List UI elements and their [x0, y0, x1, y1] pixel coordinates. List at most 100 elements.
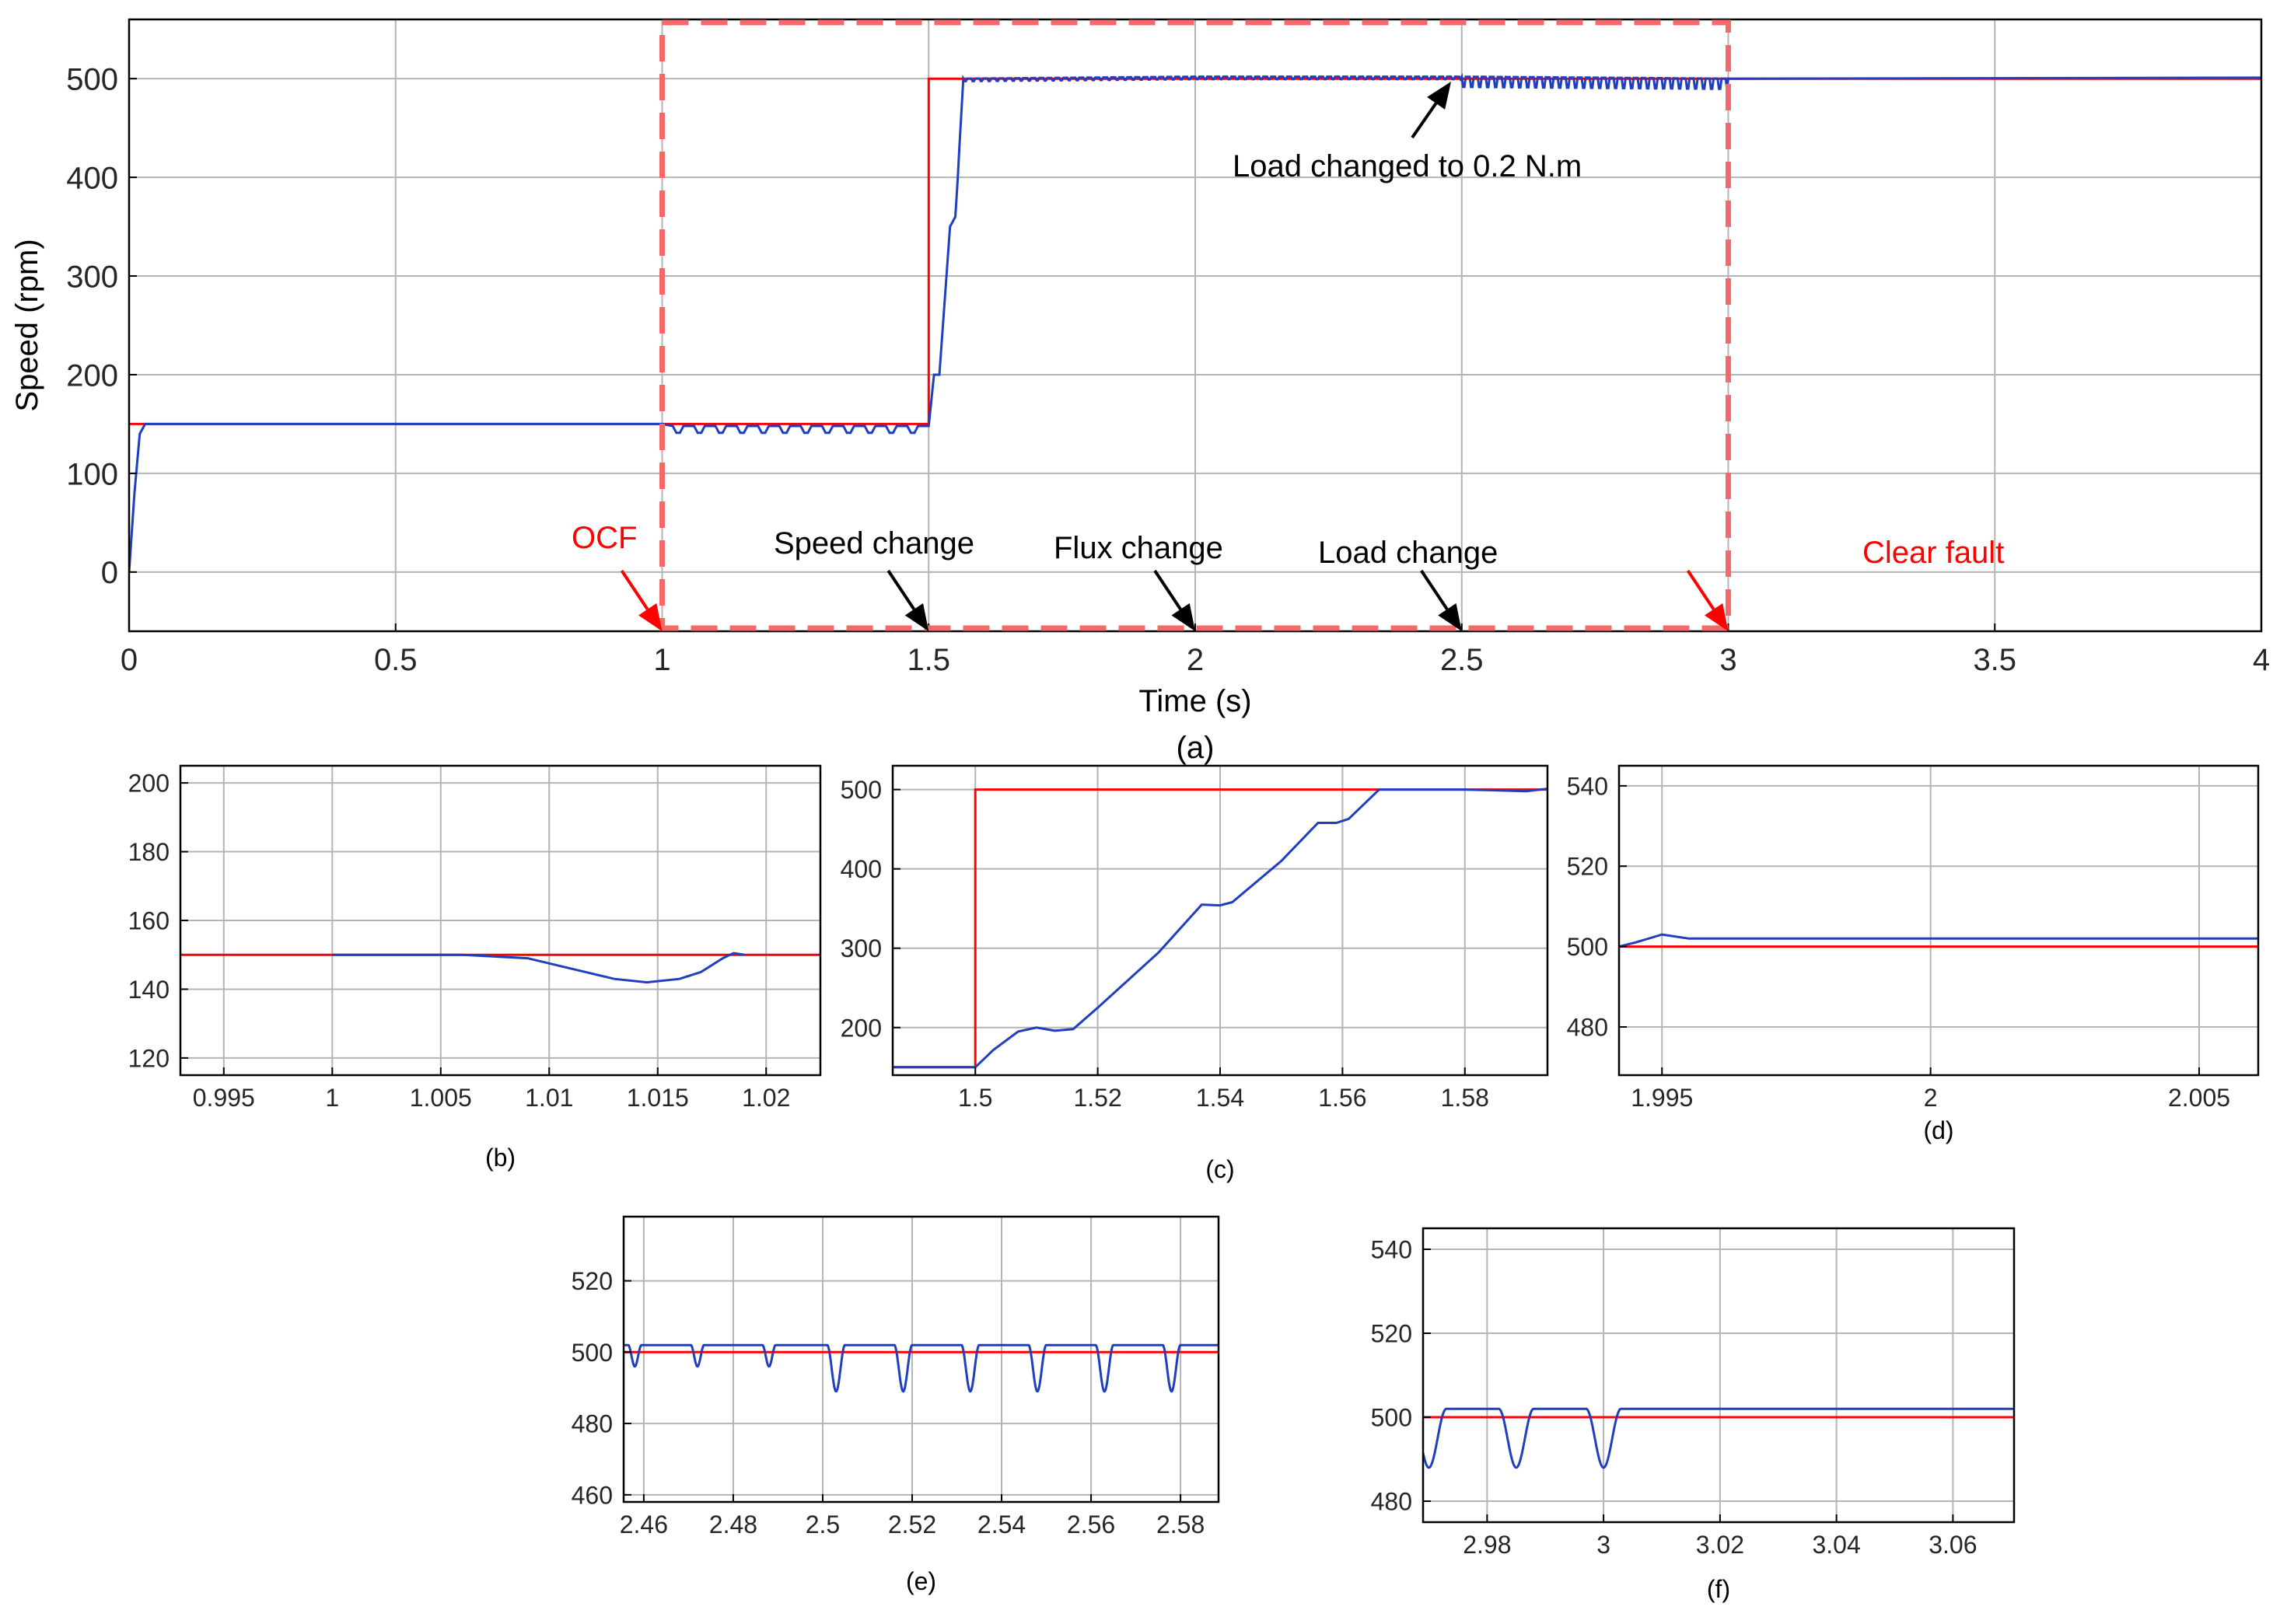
y-tick-label: 120	[128, 1044, 170, 1072]
annotation-speed-change-arrow-head	[904, 602, 929, 631]
y-tick-label: 0	[101, 556, 118, 590]
x-tick-label: 2	[1924, 1084, 1938, 1112]
x-tick-label: 1.005	[410, 1084, 472, 1112]
measured-line	[129, 72, 2261, 572]
y-tick-label: 200	[66, 358, 118, 393]
x-tick-label: 2.98	[1463, 1531, 1511, 1559]
annotation-speed-change-arrow-shaft	[886, 569, 916, 610]
y-tick-label: 400	[66, 161, 118, 195]
chart-b: 0.995 1 1.005 1.01 1.015 1.02 120 140 160 180 200 (…	[128, 764, 822, 1172]
x-tick-label: 2	[1187, 643, 1204, 677]
y-tick-label: 480	[1567, 1013, 1608, 1041]
chart-d: 1.995 2 2.005 480 500 520 540 (d)	[1567, 764, 2260, 1144]
annotation-flux-change-label: Flux change	[1054, 531, 1223, 565]
annotation-flux-change-arrow-head	[1171, 602, 1195, 631]
annotation-flux-change-arrow-shaft	[1153, 569, 1182, 610]
y-tick-label: 400	[841, 855, 882, 883]
axes-box	[622, 1215, 1220, 1504]
y-tick-label: 480	[572, 1410, 613, 1438]
panel-caption: (f)	[1707, 1575, 1730, 1603]
y-tick-label: 160	[128, 907, 170, 935]
panel-caption: (d)	[1923, 1116, 1953, 1144]
x-tick-label: 1.54	[1196, 1084, 1244, 1112]
y-tick-label: 500	[66, 63, 118, 97]
chart-c: 1.5 1.52 1.54 1.56 1.58 200 300 400 500 (c)	[841, 764, 1549, 1183]
x-tick-label: 3	[1596, 1531, 1610, 1559]
annotation-ocf: OCF	[572, 521, 663, 631]
axes-box	[1617, 764, 2260, 1077]
y-tick-label: 300	[66, 260, 118, 294]
x-tick-label: 2.5	[1440, 643, 1484, 677]
y-tick-label: 500	[1567, 933, 1608, 961]
annotation-load-change-label: Load change	[1318, 536, 1498, 570]
x-tick-label: 2.5	[806, 1510, 840, 1538]
annotation-clear-fault: Clear fault	[1686, 536, 2004, 631]
y-tick-label: 480	[1371, 1488, 1412, 1516]
x-tick-label: 3.02	[1696, 1531, 1744, 1559]
x-tick-label: 1.02	[742, 1084, 790, 1112]
x-tick-label: 1	[325, 1084, 339, 1112]
annotation-clear-fault-label: Clear fault	[1862, 536, 2004, 570]
x-tick-label: 0.995	[193, 1084, 255, 1112]
measured-line	[332, 952, 745, 984]
annotation-speed-change-label: Speed change	[774, 526, 974, 561]
y-tick-label: 520	[572, 1267, 613, 1295]
x-tick-label: 2.56	[1067, 1510, 1115, 1538]
plot-area	[1423, 1228, 2014, 1522]
x-tick-label: 2.48	[709, 1510, 757, 1538]
y-tick-label: 180	[128, 838, 170, 866]
measured-line	[624, 1343, 1219, 1393]
y-tick-label: 140	[128, 976, 170, 1004]
panel-caption: (b)	[485, 1144, 516, 1172]
panel-caption: (c)	[1205, 1155, 1234, 1183]
annotation-ocf-label: OCF	[572, 521, 637, 555]
x-tick-label: 0	[121, 643, 138, 677]
annotation-load-change-arrow-shaft	[1420, 569, 1449, 610]
x-tick-label: 3.5	[1973, 643, 2016, 677]
y-tick-label: 520	[1567, 853, 1608, 881]
x-tick-label: 2.005	[2168, 1084, 2230, 1112]
annotation-ocf-arrow-shaft	[620, 569, 649, 610]
x-tick-label: 1.52	[1073, 1084, 1121, 1112]
measured-line	[1619, 933, 2258, 948]
y-axis-label: Speed (rpm)	[10, 239, 44, 411]
y-tick-label: 300	[841, 934, 882, 962]
annotation-flux-change: Flux change	[1054, 531, 1223, 631]
annotation-load-changed-to-0-2-n-m-arrow-shaft	[1411, 102, 1438, 139]
y-tick-label: 500	[572, 1339, 613, 1367]
y-tick-label: 540	[1567, 772, 1608, 800]
x-tick-label: 1.56	[1318, 1084, 1366, 1112]
x-tick-label: 1.5	[907, 643, 950, 677]
x-tick-label: 2.52	[888, 1510, 936, 1538]
y-tick-label: 200	[841, 1014, 882, 1042]
x-tick-label: 4	[2253, 643, 2270, 677]
x-tick-label: 1.015	[627, 1084, 689, 1112]
x-tick-label: 3.04	[1812, 1531, 1860, 1559]
x-tick-label: 1.58	[1441, 1084, 1489, 1112]
measured-line	[1423, 1407, 2014, 1469]
x-tick-label: 1.5	[958, 1084, 992, 1112]
chart-e: 2.46 2.48 2.5 2.52 2.54 2.56 2.58 460 480 500 520 (…	[572, 1215, 1220, 1595]
fault-region-box	[659, 19, 1731, 631]
x-tick-label: 1.01	[525, 1084, 573, 1112]
y-tick-label: 100	[66, 457, 118, 491]
panel-caption: (e)	[906, 1567, 936, 1595]
annotation-clear-fault-arrow-shaft	[1686, 569, 1715, 610]
y-tick-label: 200	[128, 770, 170, 798]
x-tick-label: 1	[653, 643, 670, 677]
x-tick-label: 3.06	[1929, 1531, 1977, 1559]
annotation-load-change: Load change	[1318, 536, 1498, 631]
annotation-load-changed-to-0-2-n-m-label: Load changed to 0.2 N.m	[1233, 149, 1582, 183]
measured-line	[893, 788, 1547, 1069]
y-tick-label: 500	[841, 776, 882, 804]
x-tick-label: 3	[1719, 643, 1736, 677]
annotation-load-changed-to-0-2-n-m-arrow-head	[1427, 81, 1452, 110]
x-tick-label: 2.54	[977, 1510, 1026, 1538]
annotation-load-changed-to-0-2-n-m: Load changed to 0.2 N.m	[1233, 81, 1582, 183]
annotation-clear-fault-arrow-head	[1704, 602, 1729, 631]
x-tick-label: 1.995	[1631, 1084, 1693, 1112]
chart-a: 0 0.5 1 1.5 2 2.5 3 3.5 4 0 100 200 300 400 500 Time (s…	[10, 18, 2270, 765]
x-tick-label: 2.58	[1156, 1510, 1205, 1538]
annotation-ocf-arrow-head	[638, 602, 663, 631]
